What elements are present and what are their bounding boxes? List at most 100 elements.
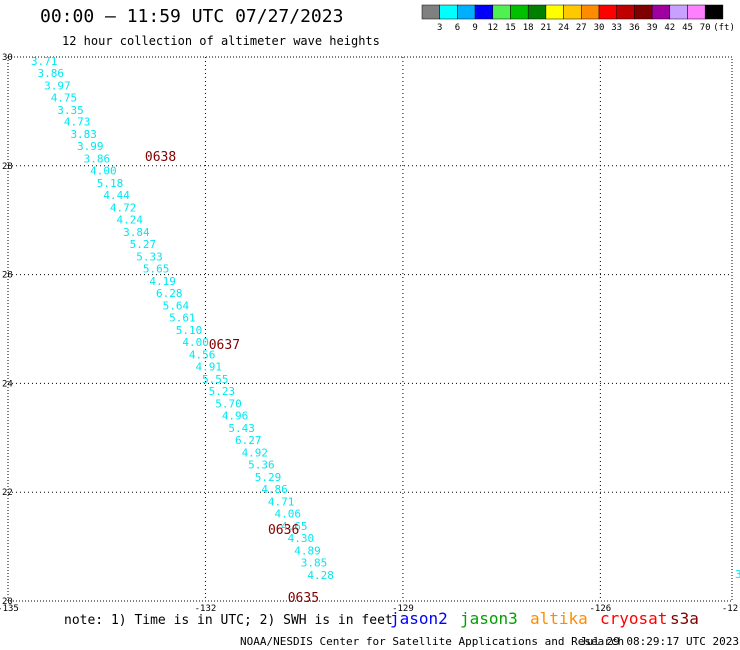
wave-height-label: 4.24 [117, 214, 144, 227]
lat-tick-label: 28 [2, 271, 13, 281]
wave-height-label: 3.83 [70, 128, 97, 141]
legend-swatch [669, 4, 688, 20]
legend-label: 45 [682, 23, 693, 33]
legend-label: 30 [594, 23, 605, 33]
wave-height-label: 4.44 [103, 189, 130, 202]
wave-height-label: 3.99 [77, 140, 104, 153]
wave-height-label: 5.64 [163, 300, 190, 313]
legend-swatch [616, 4, 635, 20]
lon-tick-label: -12 [722, 604, 738, 614]
credit-text: NOAA/NESDIS Center for Satellite Applica… [240, 635, 625, 648]
legend-swatch [492, 4, 511, 20]
lat-tick-label: 22 [2, 488, 13, 498]
legend-label: 21 [540, 23, 551, 33]
lon-tick-label: -126 [590, 604, 612, 614]
legend-swatch [598, 4, 617, 20]
lon-tick-label: -132 [195, 604, 217, 614]
wave-height-label: 5.23 [209, 385, 236, 398]
pass-time-label: 0637 [209, 338, 240, 353]
wave-height-label: 3 [735, 568, 740, 581]
legend-label: 27 [576, 23, 587, 33]
map-title: 00:00 – 11:59 UTC 07/27/2023 [40, 6, 344, 27]
wave-height-label: 6.28 [156, 287, 183, 300]
wave-height-label: 4.06 [274, 507, 301, 520]
wave-height-label: 4.00 [90, 165, 117, 178]
legend-swatch [421, 4, 440, 20]
legend-label: 15 [505, 23, 516, 33]
wave-height-label: 5.27 [130, 238, 157, 251]
lon-tick-label: -129 [392, 604, 414, 614]
wave-height-label: 4.00 [182, 336, 209, 349]
legend-label: 6 [455, 23, 460, 33]
wave-height-label: 3.97 [44, 79, 71, 92]
wave-height-label: 3.86 [84, 153, 111, 166]
legend-label: 33 [611, 23, 622, 33]
legend-swatch [545, 4, 564, 20]
legend-swatch [634, 4, 653, 20]
legend-label: 39 [647, 23, 658, 33]
legend-swatch [581, 4, 600, 20]
lat-tick-label: 28 [2, 162, 13, 172]
legend-label: 36 [629, 23, 640, 33]
wave-height-label: 4.19 [149, 275, 176, 288]
mission-jason2: jason2 [390, 609, 448, 628]
wave-height-label: 5.43 [228, 422, 255, 435]
mission-cryosat: cryosat [600, 609, 668, 628]
legend-swatch [510, 4, 529, 20]
wave-height-label: 4.56 [189, 349, 216, 362]
wave-height-points: 3.713.863.974.753.354.733.833.993.864.00… [31, 55, 740, 582]
legend-swatch [439, 4, 458, 20]
wave-height-label: 4.28 [307, 569, 334, 582]
wave-height-label: 4.73 [64, 116, 91, 129]
legend-label: 18 [523, 23, 534, 33]
wave-height-label: 4.71 [268, 495, 295, 508]
pass-time-label: 0636 [268, 523, 299, 538]
footer-note: note: 1) Time is in UTC; 2) SWH is in fe… [64, 613, 393, 628]
mission-s3a: s3a [670, 609, 699, 628]
wave-height-label: 5.36 [248, 458, 275, 471]
wave-height-label: 4.75 [51, 91, 78, 104]
wave-height-label: 4.92 [242, 446, 269, 459]
wave-height-label: 4.30 [288, 532, 315, 545]
legend-label: 70 [700, 23, 711, 33]
wave-height-label: 3.86 [38, 67, 65, 80]
legend-swatch [563, 4, 582, 20]
wave-height-label: 5.33 [136, 251, 163, 264]
wave-height-label: 3.71 [31, 55, 58, 68]
legend-swatch [457, 4, 476, 20]
color-legend: 3 6 9 12 15 18 21 24 27 30 33 36 39 42 45 70 (ft) [421, 4, 735, 33]
wave-height-label: 5.18 [97, 177, 124, 190]
map-grid [7, 56, 733, 602]
generated-timestamp: Jul 29 08:29:17 UTC 2023 [580, 635, 739, 648]
legend-swatch [704, 4, 724, 20]
legend-label: 9 [472, 23, 477, 33]
pass-time-label: 0638 [145, 150, 176, 165]
lat-tick-label: 30 [2, 53, 13, 63]
wave-height-label: 5.29 [255, 471, 282, 484]
lon-tick-label: -135 [0, 604, 19, 614]
wave-height-label: 5.55 [202, 373, 229, 386]
legend-swatch [687, 4, 706, 20]
wave-height-label: 3.84 [123, 226, 150, 239]
wave-height-label: 4.96 [222, 409, 249, 422]
wave-height-label: 6.27 [235, 434, 262, 447]
map-frame [7, 56, 733, 602]
wave-height-label: 4.72 [110, 202, 137, 215]
wave-height-label: 5.65 [143, 263, 170, 276]
lat-tick-label: 24 [2, 379, 13, 389]
legend-swatch [474, 4, 494, 20]
legend-swatch [527, 4, 547, 20]
legend-label: 3 [437, 23, 442, 33]
legend-unit: (ft) [713, 23, 735, 33]
wave-height-label: 4.65 [281, 520, 308, 533]
time-labels: 0638 0637 0636 0635 [145, 150, 319, 606]
map-subtitle: 12 hour collection of altimeter wave hei… [62, 34, 380, 48]
legend-label: 24 [558, 23, 569, 33]
wave-height-label: 3.35 [57, 104, 84, 117]
lat-tick-label: 20 [2, 597, 13, 607]
wave-height-label: 5.70 [215, 398, 242, 411]
mission-altika: altika [530, 609, 588, 628]
mission-jason3: jason3 [460, 609, 518, 628]
pass-time-label: 0635 [288, 591, 319, 606]
